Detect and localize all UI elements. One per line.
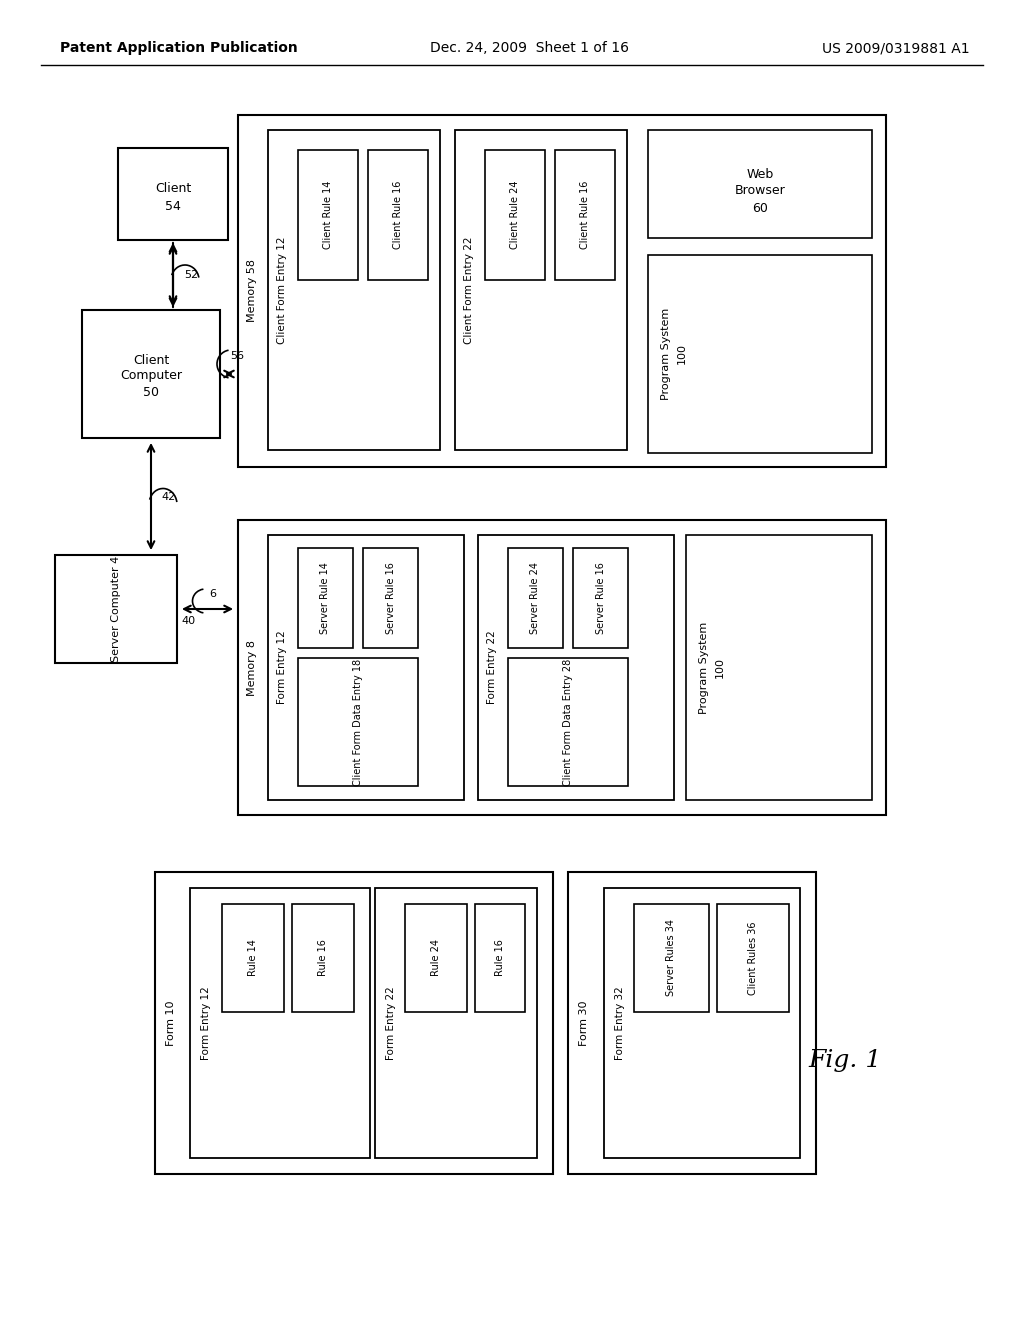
Text: Client Rule 16: Client Rule 16 [393,181,403,249]
Text: Form Entry 12: Form Entry 12 [278,631,287,705]
Text: 54: 54 [165,199,181,213]
Bar [222,904,284,1012]
Text: Server Rules 34: Server Rules 34 [667,920,677,997]
Bar [604,888,800,1158]
Text: Server Rule 16: Server Rule 16 [385,562,395,634]
Text: Server Computer 4: Server Computer 4 [111,556,121,663]
Bar [190,888,370,1158]
Bar [555,150,615,280]
Bar [268,129,440,450]
Bar [118,148,228,240]
Text: Fig. 1: Fig. 1 [808,1048,882,1072]
Text: Client: Client [155,182,191,195]
Bar [455,129,627,450]
Text: 52: 52 [184,271,198,280]
Text: Client Form Entry 12: Client Form Entry 12 [278,236,287,343]
Text: Rule 16: Rule 16 [318,940,328,977]
Text: 42: 42 [162,491,176,502]
Text: Client: Client [133,354,169,367]
Text: Form 10: Form 10 [166,1001,176,1045]
Bar [362,548,418,648]
Text: Dec. 24, 2009  Sheet 1 of 16: Dec. 24, 2009 Sheet 1 of 16 [430,41,629,55]
Text: Client Form Data Entry 18: Client Form Data Entry 18 [353,659,362,785]
Bar [406,904,467,1012]
Bar [238,115,886,467]
Bar [475,904,525,1012]
Text: Memory 58: Memory 58 [247,260,257,322]
Bar [573,548,628,648]
Bar [485,150,545,280]
Bar [634,904,709,1012]
Text: Program System: Program System [699,622,709,714]
Text: Client Rule 14: Client Rule 14 [323,181,333,249]
Text: Client Rule 24: Client Rule 24 [510,181,520,249]
Text: Rule 24: Rule 24 [431,940,441,977]
Text: 50: 50 [143,385,159,399]
Text: Computer: Computer [120,370,182,383]
Bar [568,873,816,1173]
Text: 60: 60 [752,202,768,214]
Bar [686,535,872,800]
Text: 100: 100 [677,343,687,364]
Text: 6: 6 [209,589,216,599]
Bar [648,129,872,238]
Text: Form Entry 32: Form Entry 32 [615,986,625,1060]
Bar [55,554,177,663]
Bar [292,904,354,1012]
Text: Rule 16: Rule 16 [495,940,505,977]
Bar [368,150,428,280]
Bar [648,255,872,453]
Text: Form Entry 22: Form Entry 22 [386,986,396,1060]
Text: Client Form Data Entry 28: Client Form Data Entry 28 [563,659,573,785]
Bar [508,548,563,648]
Bar [298,150,358,280]
Bar [717,904,790,1012]
Text: Client Rule 16: Client Rule 16 [580,181,590,249]
Bar [155,873,553,1173]
Bar [238,520,886,814]
Text: Server Rule 16: Server Rule 16 [596,562,605,634]
Text: Browser: Browser [734,185,785,198]
Text: Server Rule 24: Server Rule 24 [530,562,541,634]
Text: Program System: Program System [662,308,671,400]
Bar [298,548,353,648]
Text: Web: Web [746,168,773,181]
Text: 100: 100 [715,657,725,678]
Text: US 2009/0319881 A1: US 2009/0319881 A1 [822,41,970,55]
Text: Form Entry 22: Form Entry 22 [487,631,497,705]
Text: Server Rule 14: Server Rule 14 [321,562,331,634]
Text: Rule 14: Rule 14 [248,940,258,977]
Text: Client Form Entry 22: Client Form Entry 22 [464,236,474,343]
Text: 40: 40 [182,616,196,626]
Bar [478,535,674,800]
Bar [298,657,418,785]
Bar [268,535,464,800]
Bar [375,888,537,1158]
Bar [508,657,628,785]
Text: Form 30: Form 30 [579,1001,589,1045]
Text: Client Rules 36: Client Rules 36 [748,921,758,995]
Text: 56: 56 [230,351,244,360]
Text: Form Entry 12: Form Entry 12 [201,986,211,1060]
Text: Memory 8: Memory 8 [247,639,257,696]
Bar [82,310,220,438]
Text: Patent Application Publication: Patent Application Publication [60,41,298,55]
